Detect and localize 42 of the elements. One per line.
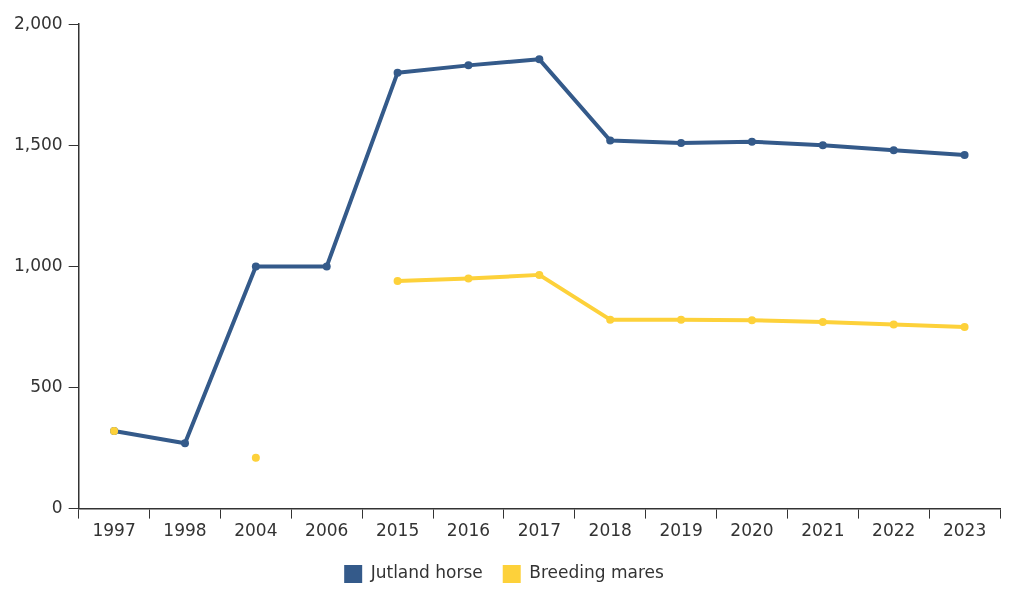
point — [818, 318, 827, 327]
point — [535, 270, 544, 279]
point — [535, 55, 544, 64]
point — [747, 316, 756, 325]
x-tick-label: 1997 — [92, 520, 136, 541]
x-tick-label: 2022 — [872, 520, 916, 541]
y-tick-label: 1,500 — [14, 133, 63, 154]
point — [677, 315, 686, 324]
x-tick-label: 2016 — [446, 520, 491, 541]
point — [251, 262, 260, 271]
x-tick-label: 1998 — [163, 520, 207, 541]
x-tick-label: 2021 — [801, 520, 845, 541]
y-tick-label: 0 — [51, 497, 63, 518]
point — [747, 137, 756, 146]
point — [393, 68, 402, 77]
y-tick-label: 1,000 — [14, 254, 63, 275]
x-tick-label: 2019 — [659, 520, 703, 541]
point — [251, 453, 260, 462]
legend-label: Breeding mares — [529, 562, 664, 583]
point — [960, 150, 969, 159]
x-tick-label: 2015 — [375, 520, 420, 541]
x-tick-label: 2018 — [588, 520, 632, 541]
y-tick-label: 2,000 — [14, 12, 63, 33]
x-tick-label: 2020 — [730, 520, 774, 541]
y-tick-label: 500 — [30, 375, 63, 396]
point — [322, 262, 331, 271]
x-tick-label: 2023 — [942, 520, 987, 541]
point — [606, 136, 615, 145]
point — [606, 315, 615, 324]
point — [889, 320, 898, 329]
point — [180, 439, 189, 448]
x-tick-label: 2017 — [517, 520, 561, 541]
point — [464, 274, 473, 283]
point — [889, 146, 898, 155]
point — [960, 322, 969, 331]
legend-label: Jutland horse — [369, 562, 483, 583]
point — [818, 141, 827, 150]
point — [677, 138, 686, 147]
point — [393, 276, 402, 285]
x-tick-label: 2004 — [234, 520, 278, 541]
point — [464, 61, 473, 70]
x-tick-label: 2006 — [305, 520, 349, 541]
